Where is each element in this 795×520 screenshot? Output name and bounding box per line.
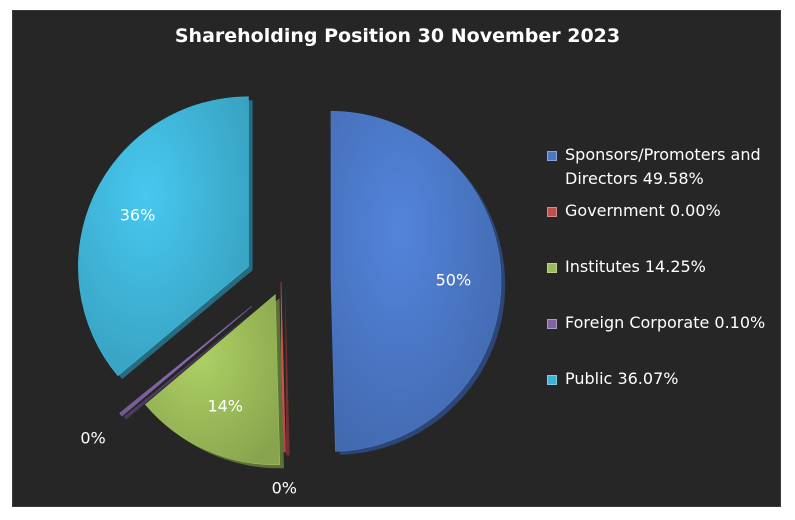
pie-slice-edge xyxy=(285,285,290,456)
legend-item: Sponsors/Promoters and Directors 49.58% xyxy=(547,143,782,191)
legend-label: Foreign Corporate 0.10% xyxy=(565,313,766,332)
legend-label: Public 36.07% xyxy=(565,369,679,388)
legend-swatch xyxy=(547,151,557,161)
legend-item: Foreign Corporate 0.10% xyxy=(547,311,782,335)
chart-frame: Shareholding Position 30 November 2023 5… xyxy=(12,10,781,507)
pie-slice-institutes xyxy=(145,294,281,466)
data-label: 50% xyxy=(435,270,472,290)
legend-swatch xyxy=(547,375,557,385)
pie-slice-foreign-corporate xyxy=(119,305,252,417)
legend-item: Government 0.00% xyxy=(547,199,782,223)
data-label: 14% xyxy=(207,396,243,416)
data-label: 36% xyxy=(119,205,156,225)
pie-chart xyxy=(78,96,506,469)
legend-swatch xyxy=(547,207,557,217)
legend-swatch xyxy=(547,263,557,273)
data-label: 0% xyxy=(80,428,106,448)
pie-slice-public xyxy=(78,96,249,377)
data-label: 0% xyxy=(271,478,297,498)
legend-swatch xyxy=(547,319,557,329)
pie-slice-edge xyxy=(123,309,256,420)
legend-item: Public 36.07% xyxy=(547,367,782,391)
legend-item: Institutes 14.25% xyxy=(547,255,782,279)
legend-label: Sponsors/Promoters and Directors 49.58% xyxy=(565,145,761,188)
chart-title: Shareholding Position 30 November 2023 xyxy=(174,25,621,47)
legend-label: Institutes 14.25% xyxy=(565,257,706,276)
legend-label: Government 0.00% xyxy=(565,201,721,220)
pie-slice-sponsors-promoters-and-directors xyxy=(330,111,502,452)
